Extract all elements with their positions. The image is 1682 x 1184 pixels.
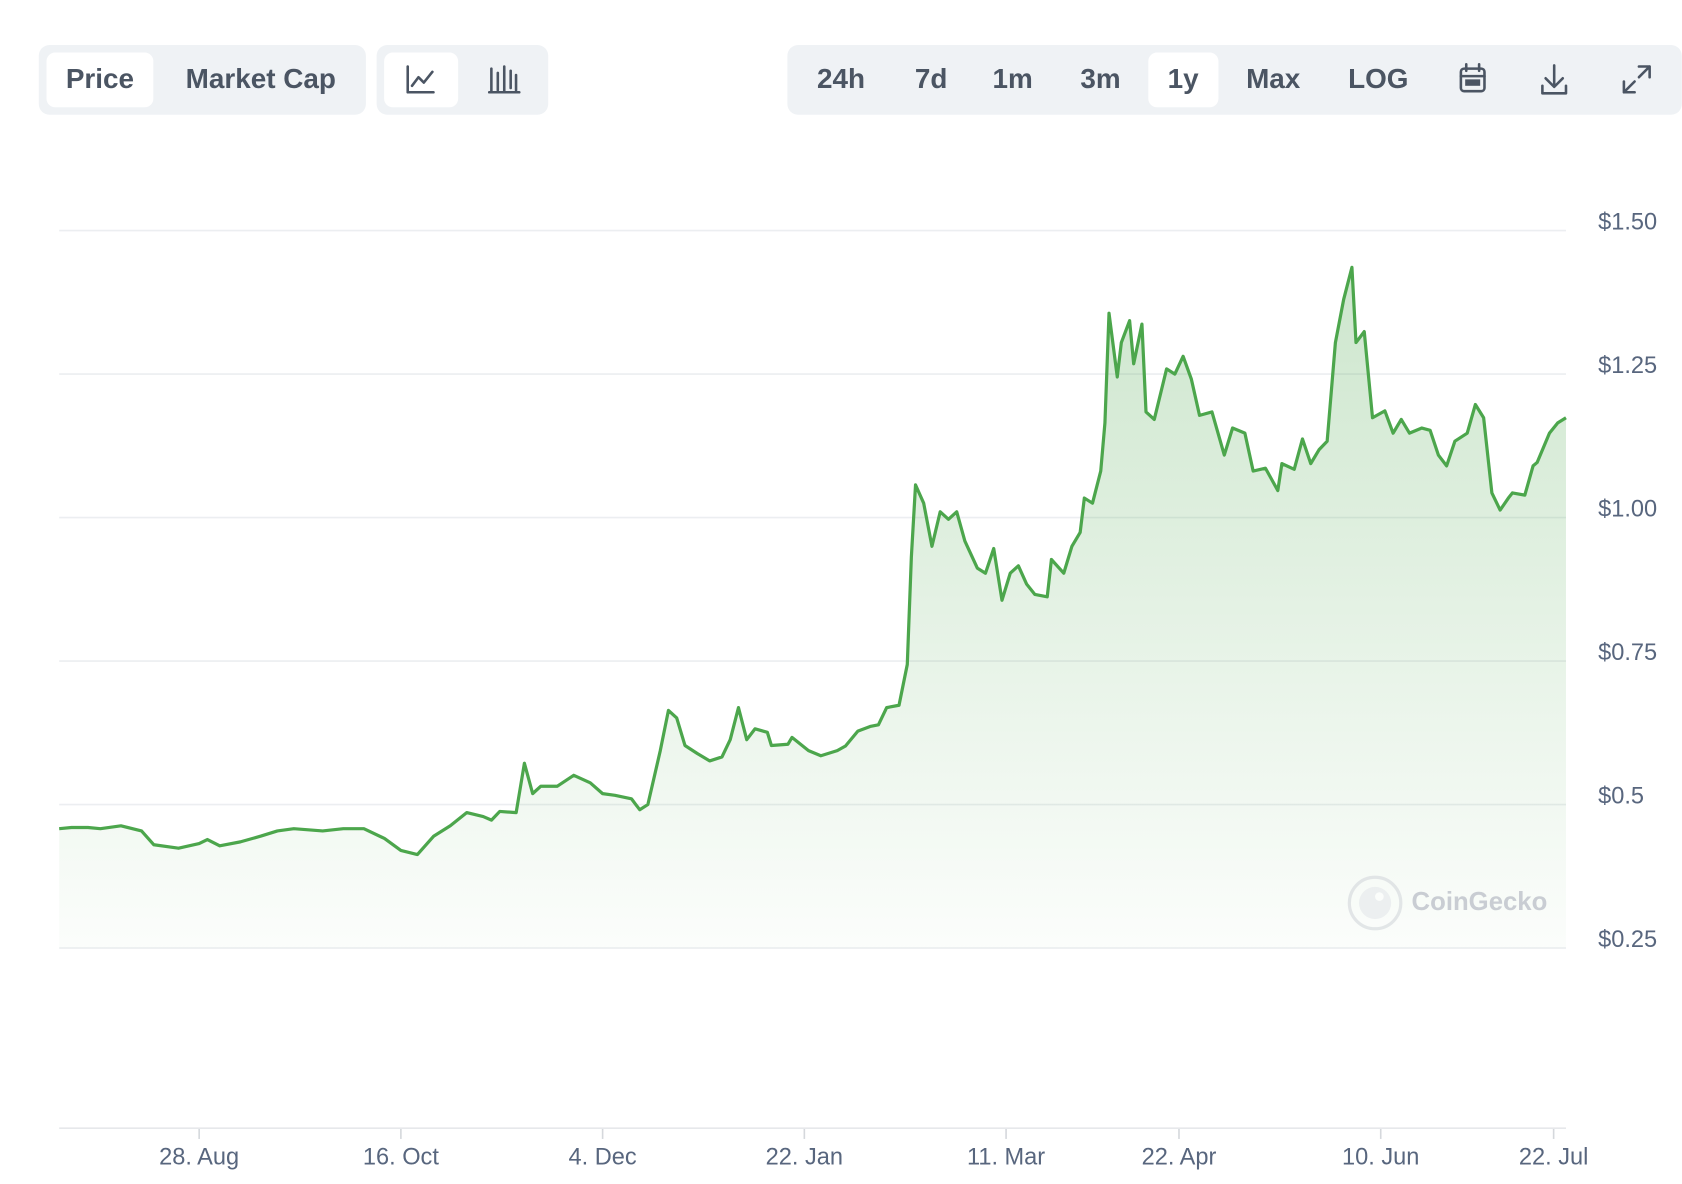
download-icon[interactable] <box>1541 64 1568 95</box>
y-tick-label: $0.5 <box>1598 782 1644 808</box>
y-tick-label: $1.00 <box>1598 495 1657 521</box>
metric-tab[interactable]: Price <box>66 63 134 94</box>
y-tick-label: $1.25 <box>1598 352 1657 378</box>
price-line <box>59 265 1567 857</box>
range-button[interactable]: 7d <box>915 63 948 94</box>
selected-button <box>46 52 154 108</box>
x-tick-label: 22. Jan <box>766 1143 843 1169</box>
fullscreen-icon[interactable] <box>1622 65 1651 94</box>
range-button[interactable]: 1y <box>1168 63 1200 94</box>
price-area <box>59 267 1566 949</box>
plot-area: $1.50 $1.25 $1.00 $0.75 $0.5 $0.25 28. Aug 16. … <box>59 208 1657 1169</box>
metric-tab[interactable]: Market Cap <box>186 63 336 94</box>
calendar-icon[interactable] <box>1459 63 1486 93</box>
x-tick-label: 4. Dec <box>569 1143 637 1169</box>
range-group <box>787 45 1682 115</box>
range-button[interactable]: 1m <box>992 63 1032 94</box>
x-tick-label: 11. Mar <box>967 1143 1045 1169</box>
range-button[interactable]: 24h <box>817 63 865 94</box>
range-button[interactable]: 3m <box>1080 63 1120 94</box>
x-tick-label: 10. Jun <box>1342 1143 1419 1169</box>
watermark-text: CoinGecko <box>1412 888 1548 916</box>
y-tick-label: $0.25 <box>1598 926 1657 952</box>
line-chart-icon[interactable] <box>406 65 435 94</box>
range-button[interactable]: LOG <box>1348 63 1408 94</box>
y-tick-label: $1.50 <box>1598 208 1657 234</box>
selection-layer <box>46 52 1219 108</box>
candlestick-icon[interactable] <box>487 65 521 94</box>
x-tick-label: 22. Jul <box>1519 1143 1588 1169</box>
y-tick-label: $0.75 <box>1598 639 1657 665</box>
selected-button <box>1148 52 1219 108</box>
x-tick-label: 16. Oct <box>363 1143 439 1169</box>
watermark <box>1347 875 1403 931</box>
range-button[interactable]: Max <box>1246 63 1301 94</box>
x-tick-label: 28. Aug <box>159 1143 239 1169</box>
x-tick-label: 22. Apr <box>1142 1143 1217 1169</box>
